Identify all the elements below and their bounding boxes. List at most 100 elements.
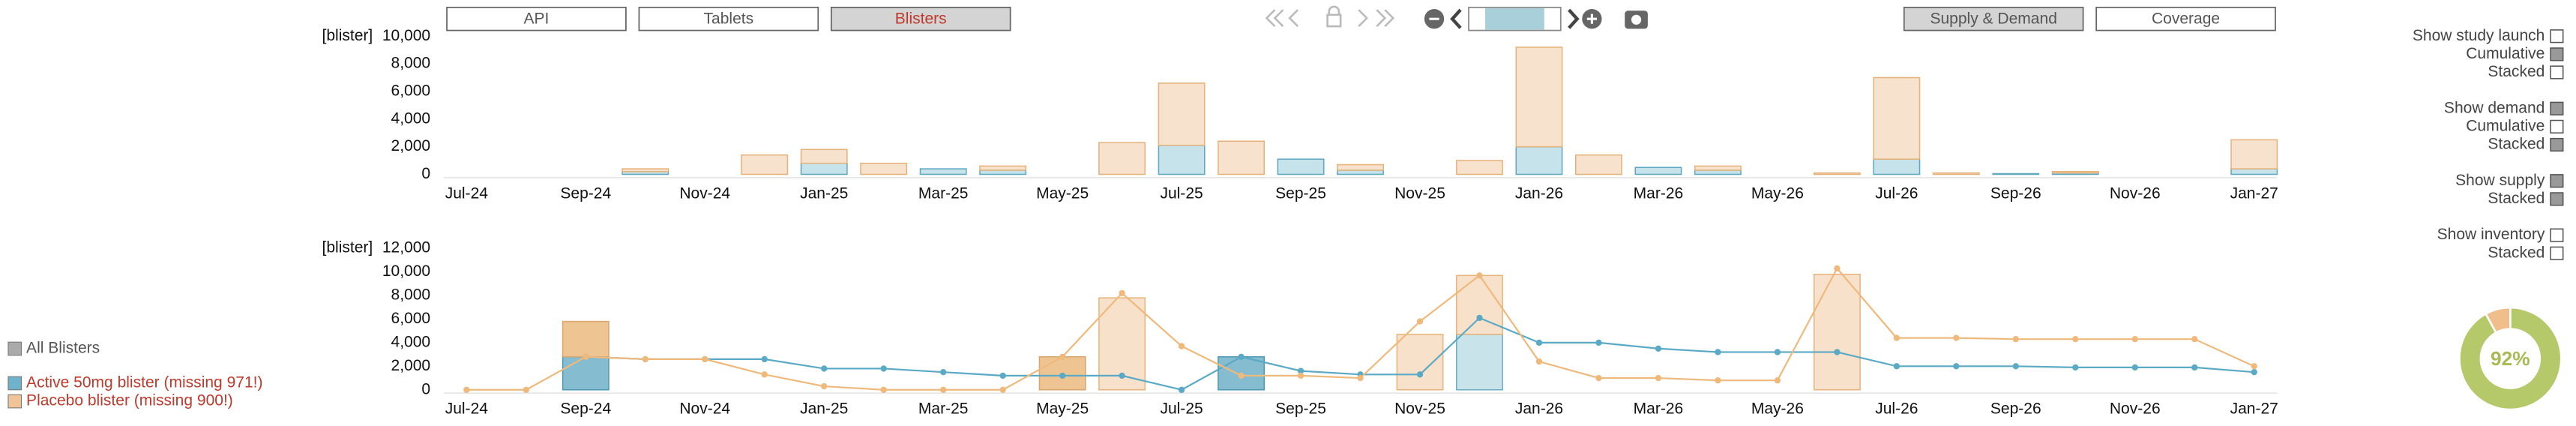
line-point	[940, 369, 947, 376]
checkbox[interactable]	[2550, 246, 2564, 260]
forward-icon[interactable]	[1358, 9, 1395, 28]
bar	[1098, 142, 1146, 176]
bar	[860, 162, 908, 176]
legend-swatch	[7, 376, 22, 391]
line-point	[1416, 318, 1424, 325]
x-tick-label: May-25	[1036, 184, 1089, 202]
line-point	[1834, 265, 1841, 272]
bar	[1277, 158, 1325, 176]
option-label: Stacked	[2488, 136, 2545, 153]
view-button[interactable]	[1903, 6, 2084, 32]
bar	[919, 168, 967, 176]
line-point	[642, 356, 648, 363]
option-label: Cumulative	[2466, 45, 2545, 62]
y-tick-label: 4,000	[391, 110, 431, 127]
line-point	[1715, 377, 1721, 384]
bar	[2230, 139, 2278, 170]
checkbox[interactable]	[2550, 29, 2564, 44]
x-tick-label: May-25	[1036, 400, 1089, 418]
bar	[741, 154, 789, 176]
x-tick-label: Mar-25	[918, 400, 969, 418]
lock-icon[interactable]	[1326, 14, 1342, 28]
bar	[1456, 334, 1503, 391]
line-point	[2072, 364, 2079, 371]
bar	[800, 148, 848, 164]
line-point	[821, 365, 828, 372]
checkbox[interactable]	[2550, 101, 2564, 116]
pie-slice	[2458, 306, 2563, 411]
line-point	[2131, 364, 2138, 371]
nav-icons	[1265, 5, 1395, 28]
x-tick-label: May-26	[1751, 400, 1804, 418]
bar	[1992, 172, 2040, 176]
checkbox[interactable]	[2550, 192, 2564, 206]
checkbox[interactable]	[2550, 174, 2564, 188]
bar	[562, 356, 610, 391]
tab-label: Blisters	[895, 10, 947, 27]
line-point	[2012, 363, 2019, 370]
bar	[1813, 172, 1861, 176]
x-tick-label: Nov-26	[2110, 184, 2161, 202]
y-tick-label: 0	[421, 380, 430, 398]
bar	[1575, 154, 1622, 176]
line-point	[999, 386, 1006, 393]
line-point	[2191, 364, 2198, 371]
bar	[562, 320, 610, 358]
legend-label: All Blisters	[26, 339, 100, 356]
checkbox[interactable]	[2550, 65, 2564, 80]
zoom-in-glyph	[1586, 14, 1597, 24]
line-point	[1178, 386, 1185, 393]
line-point	[880, 365, 887, 372]
lock-shackle	[1328, 5, 1340, 15]
line-point	[821, 382, 828, 390]
line-point	[1059, 372, 1066, 380]
legend-swatch	[7, 394, 22, 409]
line-point	[1595, 339, 1602, 346]
x-tick-label: Mar-25	[918, 184, 969, 202]
pan-right[interactable]	[1568, 8, 1580, 29]
view-button[interactable]	[2095, 6, 2276, 32]
line-point	[2131, 336, 2138, 343]
x-tick-label: Sep-26	[1990, 400, 2041, 418]
camera-lens	[1631, 14, 1642, 25]
option-label: Show supply	[2455, 172, 2545, 189]
y-tick-label: 8,000	[391, 286, 431, 304]
view-label: Supply & Demand	[1930, 10, 2056, 27]
line-point	[761, 356, 768, 363]
checkbox[interactable]	[2550, 137, 2564, 152]
line-point	[702, 356, 708, 363]
pan-left[interactable]	[1450, 8, 1462, 29]
bar	[1396, 334, 1444, 391]
range-thumb[interactable]	[1484, 8, 1544, 30]
line-point	[1119, 290, 1125, 297]
line-point	[1953, 363, 1960, 370]
rewind-icon[interactable]	[1265, 9, 1299, 28]
bar	[1873, 76, 1921, 160]
line-point	[1655, 345, 1662, 352]
y-tick-label: 4,000	[391, 333, 431, 350]
x-tick-label: Nov-26	[2110, 400, 2161, 418]
tab-button[interactable]	[446, 6, 627, 32]
line-point	[1119, 372, 1125, 380]
line-point	[2251, 363, 2257, 370]
y-unit: [blister]	[322, 239, 373, 256]
line-point	[2251, 369, 2257, 376]
tab-button[interactable]	[830, 6, 1011, 32]
line-point	[1535, 358, 1543, 365]
x-tick-label: Jan-27	[2230, 400, 2278, 418]
checkbox[interactable]	[2550, 228, 2564, 242]
tab-label: API	[524, 10, 550, 27]
x-tick-label: Sep-24	[560, 184, 611, 202]
tab-button[interactable]	[638, 6, 819, 32]
checkbox[interactable]	[2550, 47, 2564, 62]
y-tick-label: 10,000	[382, 27, 430, 44]
checkbox[interactable]	[2550, 119, 2564, 134]
bar	[1337, 164, 1384, 171]
y-tick-label: 8,000	[391, 55, 431, 72]
line-point	[1416, 371, 1424, 378]
x-tick-label: Nov-25	[1394, 184, 1445, 202]
x-tick-label: Nov-24	[679, 184, 730, 202]
bar	[1158, 145, 1206, 176]
legend-label: Placebo blister (missing 900!)	[26, 392, 233, 410]
x-tick-label: Jul-25	[1160, 400, 1203, 418]
